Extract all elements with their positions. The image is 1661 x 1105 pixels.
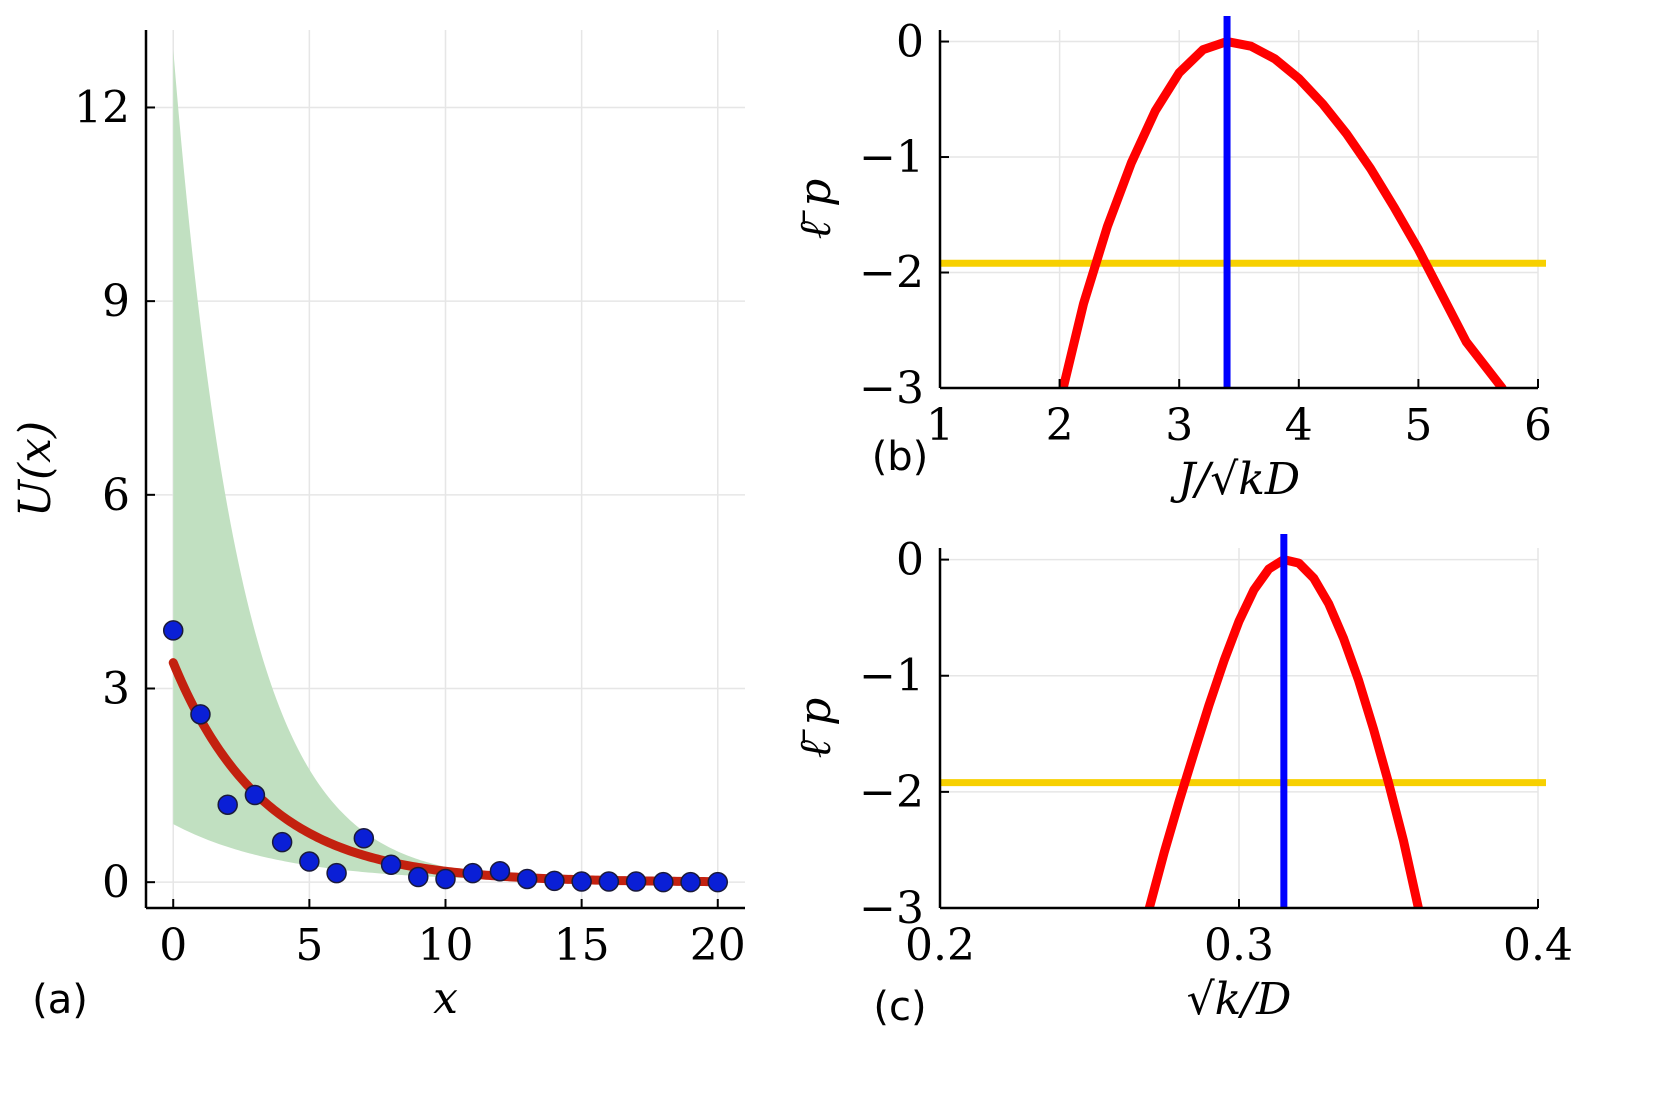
x-tick-label: 6 — [1524, 400, 1552, 451]
data-point — [489, 860, 511, 882]
panel-a: 0 5 10 15 20 0 3 6 9 12 x U(x) (a) — [10, 30, 746, 1024]
data-point — [435, 868, 456, 890]
y-tick-label: −1 — [859, 651, 924, 702]
x-tick-label: 2 — [1046, 400, 1074, 451]
y-tick-label: 12 — [74, 82, 130, 133]
y-axis-label: ℓ̄ p — [790, 698, 841, 758]
x-tick-label: 0.3 — [1204, 920, 1274, 971]
y-tick-label: 0 — [896, 535, 924, 586]
data-point — [653, 871, 674, 893]
data-point — [516, 868, 538, 890]
y-tick-label: −3 — [859, 883, 924, 934]
x-tick-label: 4 — [1285, 400, 1313, 451]
x-axis-label: x — [433, 973, 458, 1024]
data-point — [598, 871, 620, 892]
x-tick-label: 0.4 — [1503, 920, 1573, 971]
panel-label: (c) — [873, 984, 926, 1030]
data-point — [571, 871, 592, 892]
y-tick-label: −2 — [859, 767, 924, 818]
data-point — [625, 871, 647, 892]
profile-curve — [1058, 37, 1507, 388]
y-tick-label: −1 — [859, 132, 924, 183]
x-tick-label: 5 — [1404, 400, 1432, 451]
y-tick-label: 3 — [102, 664, 130, 715]
y-tick-label: 6 — [102, 470, 130, 521]
data-point — [353, 828, 375, 849]
y-axis-label: U(x) — [10, 421, 61, 517]
x-tick-label: 10 — [418, 920, 474, 971]
x-tick-label: 15 — [554, 920, 610, 971]
y-tick-label: −2 — [859, 248, 924, 299]
x-tick-label: 5 — [295, 920, 323, 971]
data-layer — [940, 37, 1546, 388]
panel-b: 1 2 3 4 5 6 0 −1 −2 −3 J/√kD ℓ̄ p (b) — [790, 16, 1552, 505]
x-axis-label: J/√kD — [1170, 454, 1300, 505]
y-tick-label: −3 — [859, 363, 924, 414]
x-tick-label: 1 — [926, 400, 954, 451]
data-point — [408, 866, 429, 888]
y-tick-label: 0 — [102, 857, 130, 908]
y-tick-label: 0 — [896, 17, 924, 68]
y-tick-label: 9 — [102, 276, 130, 327]
panel-label: (a) — [32, 977, 88, 1023]
x-axis-label: √k/D — [1187, 974, 1292, 1025]
panel-c: 0.2 0.3 0.4 0 −1 −2 −3 √k/D ℓ̄ p (c) — [790, 534, 1573, 1030]
data-point — [462, 862, 483, 884]
data-point — [326, 862, 347, 884]
data-point — [244, 784, 266, 806]
data-point — [217, 794, 238, 815]
data-point — [680, 871, 701, 893]
x-tick-label: 0.2 — [905, 920, 975, 971]
x-tick-label: 20 — [690, 920, 746, 971]
data-point — [380, 854, 402, 875]
data-point — [544, 870, 565, 892]
x-tick-label: 3 — [1165, 400, 1193, 451]
data-point — [162, 620, 184, 641]
panel-label: (b) — [872, 434, 929, 480]
x-tick-label: 0 — [159, 920, 187, 971]
y-axis-label: ℓ̄ p — [790, 179, 841, 239]
data-point — [299, 851, 320, 872]
data-point — [271, 831, 293, 853]
data-point — [190, 704, 211, 725]
data-point — [707, 871, 729, 893]
